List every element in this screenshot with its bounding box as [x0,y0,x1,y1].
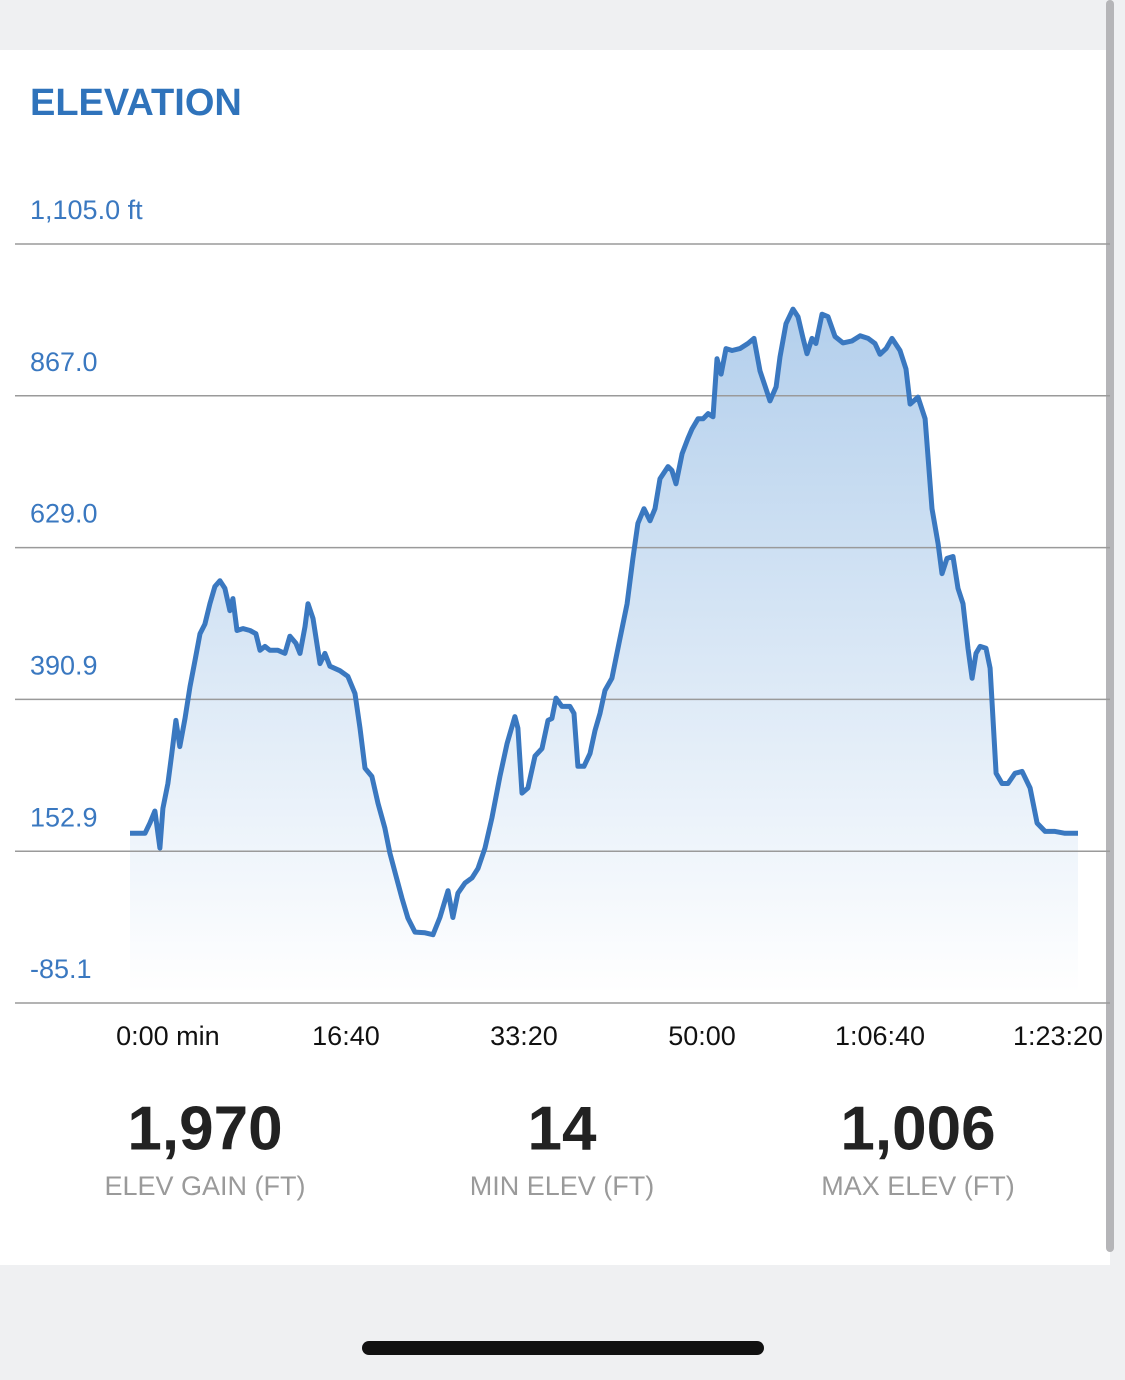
stat-value: 14 [528,1094,597,1163]
x-tick-label: 1:06:40 [835,1021,925,1051]
line [130,306,1078,938]
y-tick-label: 152.9 [30,802,98,832]
scrollbar [1106,0,1114,1252]
x-tick-label: 33:20 [490,1021,558,1051]
stat-label: MAX ELEV (FT) [821,1171,1015,1201]
y-tick-label: 867.0 [30,347,98,377]
x-tick-label: 0:00 min [116,1021,220,1051]
x-tick-label: 50:00 [668,1021,736,1051]
stat-label: ELEV GAIN (FT) [104,1171,305,1201]
y-tick-label: 629.0 [30,499,98,529]
y-tick-label: -85.1 [30,954,92,984]
stat-label: MIN ELEV (FT) [470,1171,655,1201]
y-tick-label: 390.9 [30,651,98,681]
area [130,309,1078,994]
x-tick-label: 1:23:20 [1013,1021,1103,1051]
y-tick-label: 1,105.0 ft [30,195,143,225]
stat-value: 1,006 [840,1094,995,1163]
home-indicator [362,1341,764,1355]
card-title: ELEVATION [30,82,242,124]
x-tick-label: 16:40 [312,1021,380,1051]
stat-value: 1,970 [127,1094,282,1163]
